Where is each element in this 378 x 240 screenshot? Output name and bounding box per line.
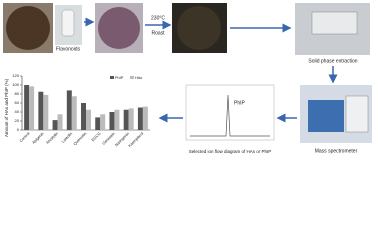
dish-content [98, 7, 140, 49]
x-tick-label: EGCG [91, 132, 102, 143]
y-tick-label: 40 [15, 109, 20, 114]
legend-label: PhIP [115, 76, 124, 80]
bar [29, 86, 35, 130]
y-tick-label: 100 [12, 82, 19, 87]
ion-peak-label: PhIP [234, 100, 246, 106]
y-tick-label: 0 [17, 127, 20, 132]
x-tick-label: Apigenin [31, 132, 44, 145]
x-tick-label: Quercetin [73, 132, 87, 146]
bar [137, 107, 143, 130]
x-tick-label: Control [19, 131, 31, 143]
bar [57, 114, 63, 130]
bar [86, 109, 91, 130]
y-tick-label: 120 [12, 73, 19, 78]
ms-instrument [308, 100, 344, 132]
y-tick-label: 60 [15, 100, 20, 105]
vial [61, 9, 75, 37]
graphical-abstract: Flavonoids 230°C Roast Solid phase extra… [3, 3, 372, 154]
chromatogram-trace [190, 94, 270, 137]
x-tick-label: Rhoifolin [46, 132, 59, 145]
y-tick-label: 80 [15, 91, 20, 96]
label-ms: Mass spectrometer [315, 148, 358, 154]
bar [38, 91, 44, 130]
ion-caption: Selected ion flow diagram of HAs or PhIP [189, 149, 272, 154]
x-tick-label: Kaempferol [128, 131, 145, 148]
dish-content [6, 6, 50, 50]
label-temperature: 230°C [151, 15, 165, 21]
label-roast: Roast [151, 30, 165, 36]
label-extraction: Solid phase extraction [308, 58, 357, 64]
bar [123, 109, 129, 130]
bar [52, 120, 58, 130]
bar [100, 114, 106, 130]
y-tick-label: 20 [15, 118, 20, 123]
x-tick-label: Luteolin [61, 132, 73, 144]
dish-content [177, 6, 221, 50]
y-axis-label: Amount of HAs and PhIP (%) [4, 78, 9, 137]
legend-label: HAs [135, 76, 142, 80]
bar [109, 112, 115, 130]
x-tick-label: Genistein [102, 132, 116, 146]
bar [66, 90, 72, 130]
bar [43, 94, 49, 130]
bar [142, 106, 148, 130]
bar [128, 108, 134, 130]
label-flavonoids: Flavonoids [56, 46, 81, 52]
bar [71, 96, 77, 130]
spe-manifold [311, 11, 358, 35]
bar [95, 117, 101, 130]
ms-instrument [345, 95, 369, 133]
bar [24, 85, 30, 130]
legend-swatch [110, 76, 114, 79]
legend-swatch [130, 76, 134, 79]
bar [114, 109, 120, 130]
bar [81, 103, 86, 130]
